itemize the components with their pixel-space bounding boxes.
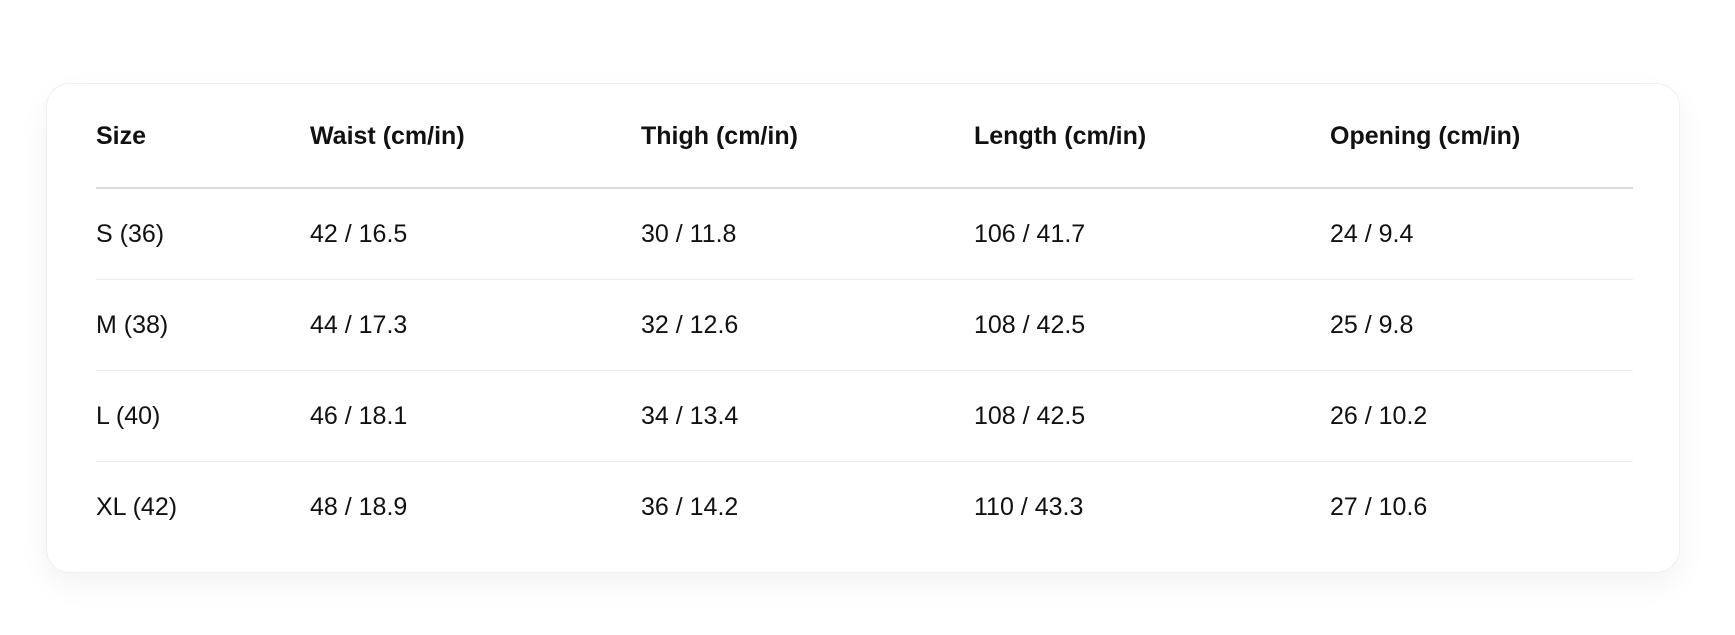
table-cell: 106 / 41.7 [974,188,1330,280]
table-cell: 108 / 42.5 [974,279,1330,371]
table-cell: 32 / 12.6 [641,279,974,371]
table-cell: XL (42) [96,492,178,521]
table-row: M (38) 44 / 17.3 32 / 12.6 108 / 42.5 25 / 9… [96,279,1633,371]
table-row: S (36) 42 / 16.5 30 / 11.8 106 / 41.7 24 / 9… [96,188,1633,280]
table-cell: M (38) [96,279,310,371]
table-cell: 27 / 10.6 [1330,492,1428,521]
table-cell: 48 / 18.9 [310,492,408,521]
table-cell: L (40) [96,370,310,462]
table-cell: 24 / 9.4 [1330,188,1633,280]
table-cell: 25 / 9.8 [1330,279,1633,371]
table-row: L (40) 46 / 18.1 34 / 13.4 108 / 42.5 26 / 1… [96,370,1633,462]
size-chart-card: Size Waist (cm/in) Thigh (cm/in) Length (cm… [46,83,1680,573]
table-cell: 26 / 10.2 [1330,370,1633,462]
size-chart-table: Size Waist (cm/in) Thigh (cm/in) Length (cm… [96,84,1633,552]
table-cell: 30 / 11.8 [641,188,974,280]
table-cell: S (36) [96,188,310,280]
table-cell: 110 / 43.3 [974,492,1084,521]
column-header: Thigh (cm/in) [641,84,974,189]
column-header: Size [96,84,310,189]
column-header: Opening (cm/in) [1330,84,1633,189]
table-cell: 36 / 14.2 [641,492,739,521]
table-row: XL (42) 48 / 18.9 36 / 14.2 110 / 43.3 27 / … [96,462,1633,553]
table-cell: 46 / 18.1 [310,370,641,462]
table-cell: 34 / 13.4 [641,370,974,462]
header-row: Size Waist (cm/in) Thigh (cm/in) Length (cm… [96,84,1633,189]
table-cell: 44 / 17.3 [310,279,641,371]
table-cell: 42 / 16.5 [310,188,641,280]
column-header: Waist (cm/in) [310,84,641,189]
table-cell: 108 / 42.5 [974,370,1330,462]
column-header: Length (cm/in) [974,84,1330,189]
